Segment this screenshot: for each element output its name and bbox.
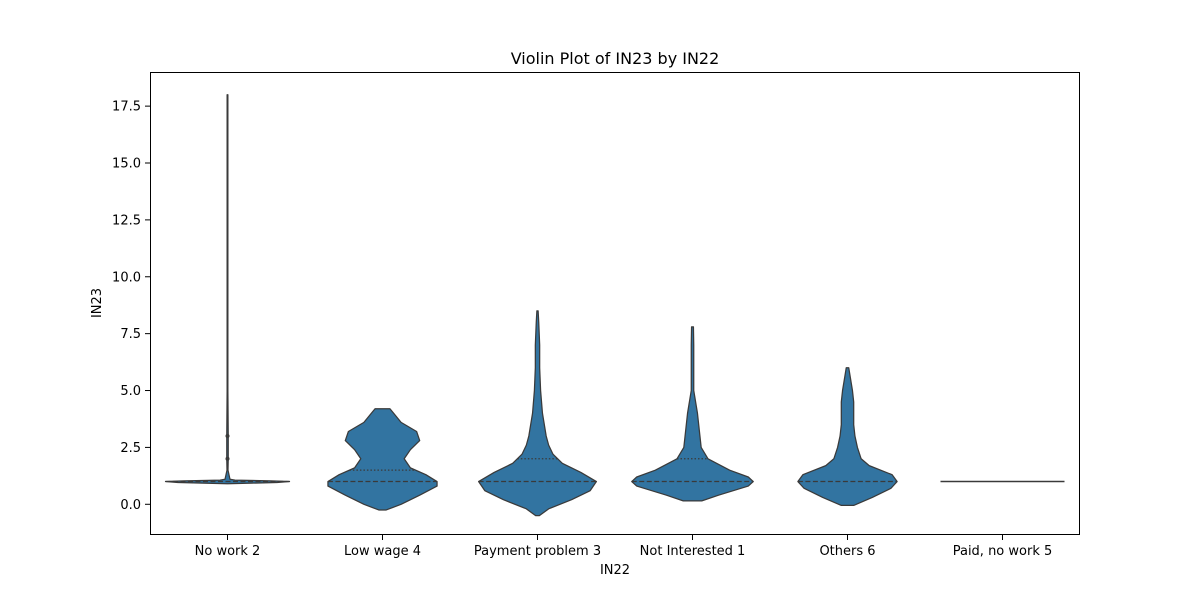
x-tick-label: No work 2 (195, 544, 261, 559)
violin-body (797, 367, 898, 507)
x-tick-label: Low wage 4 (344, 544, 421, 559)
violin-body (327, 408, 438, 511)
plot-area (164, 94, 1065, 517)
chart-title: Violin Plot of IN23 by IN22 (511, 49, 720, 68)
violin-body (164, 94, 291, 485)
y-tick-label: 10.0 (112, 270, 141, 285)
y-tick-label: 12.5 (112, 213, 141, 228)
y-tick-label: 0.0 (120, 498, 141, 513)
y-tick-label: 17.5 (112, 100, 141, 115)
y-axis-label: IN23 (90, 288, 105, 318)
violin-point (225, 434, 230, 439)
y-tick-label: 7.5 (120, 327, 141, 342)
violin (477, 310, 598, 517)
x-tick-label: Not Interested 1 (640, 544, 746, 559)
y-tick-label: 2.5 (120, 441, 141, 456)
violin-body (631, 326, 754, 502)
x-tick-label: Payment problem 3 (474, 544, 601, 559)
violin (631, 326, 754, 502)
y-axis: 0.0 2.5 5.0 7.5 10.0 12.5 15.0 17.5 (112, 100, 150, 513)
y-tick-label: 5.0 (120, 384, 141, 399)
y-tick-label: 15.0 (112, 157, 141, 172)
x-tick-label: Others 6 (819, 544, 875, 559)
x-axis: No work 2 Low wage 4 Payment problem 3 Not … (195, 535, 1053, 559)
violin-body (477, 310, 598, 517)
violin-point (225, 456, 230, 461)
violin (164, 94, 291, 485)
x-axis-label: IN22 (600, 563, 630, 578)
plot-frame (150, 72, 1080, 535)
violin (797, 367, 898, 507)
x-tick-label: Paid, no work 5 (953, 544, 1053, 559)
violin (327, 408, 438, 511)
